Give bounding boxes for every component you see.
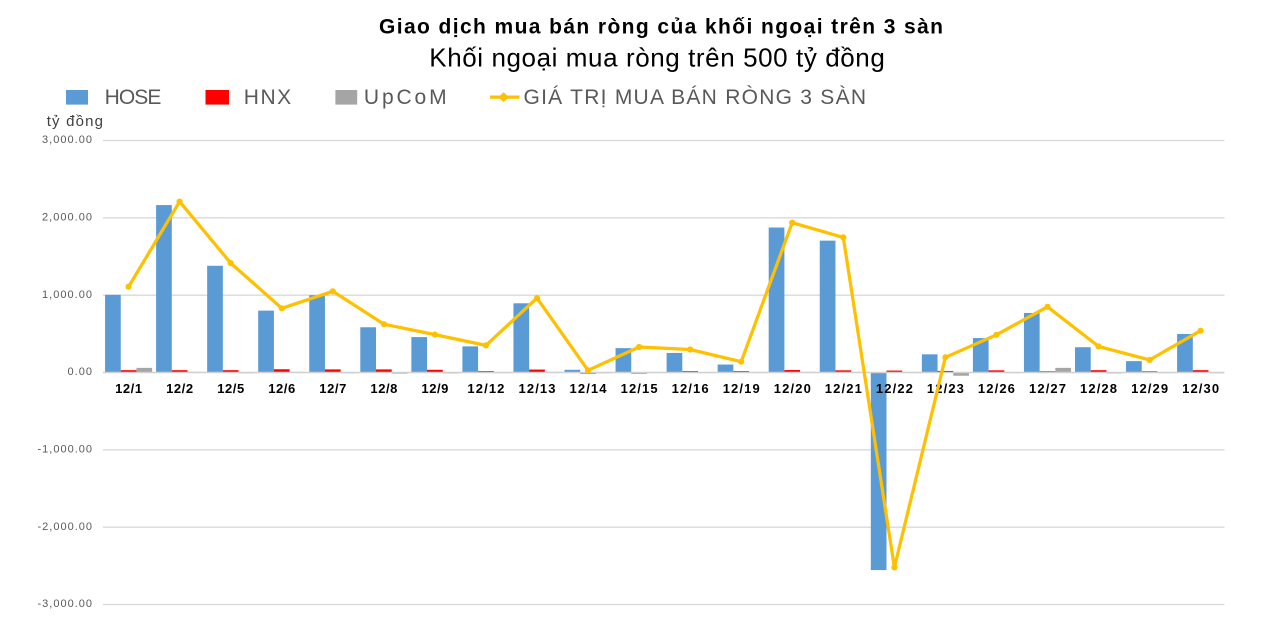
svg-text:-3,000.00: -3,000.00 bbox=[38, 598, 93, 610]
svg-text:12/21: 12/21 bbox=[825, 381, 862, 396]
svg-text:HNX: HNX bbox=[244, 86, 292, 109]
svg-text:HOSE: HOSE bbox=[105, 86, 162, 109]
svg-text:Khối ngoại mua ròng trên 500 t: Khối ngoại mua ròng trên 500 tỷ đồng bbox=[429, 42, 885, 72]
svg-text:12/28: 12/28 bbox=[1080, 381, 1117, 396]
svg-text:1,000.00: 1,000.00 bbox=[42, 289, 92, 301]
svg-text:12/29: 12/29 bbox=[1131, 381, 1168, 396]
svg-text:12/22: 12/22 bbox=[876, 381, 913, 396]
svg-text:3,000.00: 3,000.00 bbox=[42, 134, 92, 146]
svg-text:12/8: 12/8 bbox=[370, 381, 397, 396]
svg-text:12/5: 12/5 bbox=[217, 381, 244, 396]
svg-text:12/6: 12/6 bbox=[268, 381, 295, 396]
svg-text:12/19: 12/19 bbox=[723, 381, 760, 396]
svg-text:12/13: 12/13 bbox=[519, 381, 556, 396]
svg-text:12/20: 12/20 bbox=[774, 381, 811, 396]
svg-text:Giao dịch mua bán ròng của khố: Giao dịch mua bán ròng của khối ngoại tr… bbox=[379, 16, 943, 39]
svg-text:12/12: 12/12 bbox=[467, 381, 504, 396]
svg-text:12/30: 12/30 bbox=[1182, 381, 1219, 396]
svg-text:12/27: 12/27 bbox=[1029, 381, 1066, 396]
svg-text:2,000.00: 2,000.00 bbox=[42, 212, 92, 224]
svg-text:UpCoM: UpCoM bbox=[364, 86, 447, 109]
svg-text:GIÁ TRỊ MUA BÁN RÒNG 3 SÀN: GIÁ TRỊ MUA BÁN RÒNG 3 SÀN bbox=[524, 86, 867, 109]
svg-text:-1,000.00: -1,000.00 bbox=[38, 444, 93, 456]
svg-text:0.00: 0.00 bbox=[68, 366, 93, 378]
svg-text:12/26: 12/26 bbox=[978, 381, 1015, 396]
svg-text:12/2: 12/2 bbox=[166, 381, 193, 396]
svg-text:12/14: 12/14 bbox=[570, 381, 608, 396]
svg-text:12/16: 12/16 bbox=[672, 381, 709, 396]
svg-text:12/23: 12/23 bbox=[927, 381, 964, 396]
svg-text:12/15: 12/15 bbox=[621, 381, 658, 396]
svg-text:12/7: 12/7 bbox=[319, 381, 346, 396]
svg-text:-2,000.00: -2,000.00 bbox=[38, 521, 93, 533]
svg-text:tỷ đồng: tỷ đồng bbox=[47, 113, 103, 130]
svg-text:12/1: 12/1 bbox=[115, 381, 142, 396]
svg-text:12/9: 12/9 bbox=[421, 381, 448, 396]
